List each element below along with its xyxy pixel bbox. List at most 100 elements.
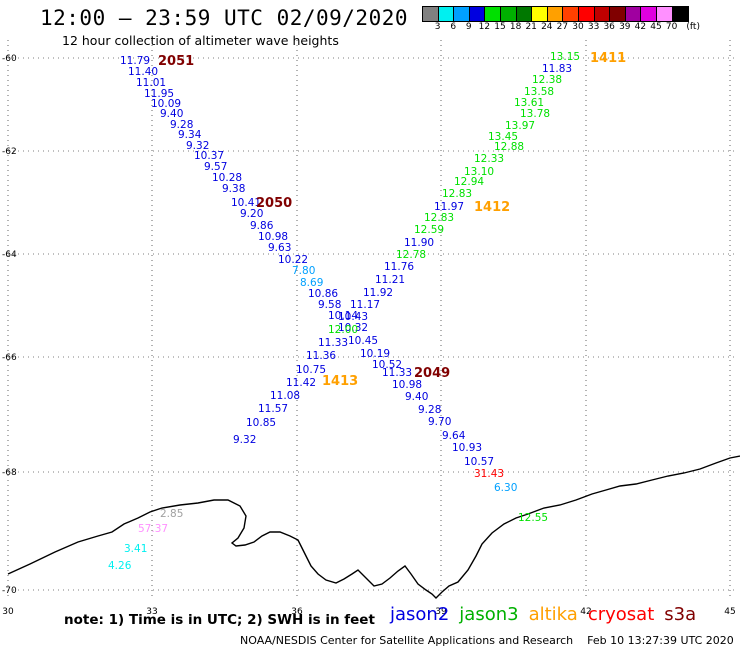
pass-label: 2051 xyxy=(158,54,194,69)
lon-tick-label: 39 xyxy=(435,607,447,617)
wave-height-color-legend xyxy=(422,6,690,22)
wave-height-value: 11.57 xyxy=(258,403,288,415)
legend-label: 12 xyxy=(478,22,491,32)
wave-height-value: 10.41 xyxy=(231,197,261,209)
wave-height-value: 31.43 xyxy=(474,468,504,480)
wave-height-value: 10.28 xyxy=(212,172,242,184)
legend-swatch xyxy=(469,7,486,21)
lat-tick-label: -62 xyxy=(2,147,17,157)
legend-label: 45 xyxy=(650,22,662,32)
wave-height-value: 9.58 xyxy=(318,299,341,311)
legend-label: 27 xyxy=(556,22,569,32)
wave-height-value: 11.95 xyxy=(144,88,174,100)
wave-height-value: 13.58 xyxy=(524,86,554,98)
observation-values: 11.7911.4011.0111.9510.099.409.289.349.3… xyxy=(108,51,580,572)
wave-height-value: 11.90 xyxy=(404,237,434,249)
footer-note: note: 1) Time is in UTC; 2) SWH is in fe… xyxy=(64,612,375,628)
wave-height-value: 13.78 xyxy=(520,108,550,120)
legend-label: 6 xyxy=(450,22,457,32)
wave-height-value: 11.33 xyxy=(382,367,412,379)
wave-height-value: 12.55 xyxy=(518,512,548,524)
wave-height-value: 6.30 xyxy=(494,482,517,494)
wave-height-value: 57.37 xyxy=(138,523,168,535)
pass-label: 1412 xyxy=(474,200,510,215)
wave-height-value: 9.34 xyxy=(178,129,202,141)
wave-height-value: 12.94 xyxy=(454,176,484,188)
wave-height-value: 12.38 xyxy=(532,74,562,86)
legend-label: 18 xyxy=(509,22,522,32)
wave-height-value: 9.28 xyxy=(170,119,193,131)
satellite-label: cryosat xyxy=(587,604,655,625)
legend-swatch xyxy=(485,7,501,21)
wave-height-value: 10.32 xyxy=(338,322,368,334)
satellite-key: jason2 jason3 altika cryosat s3a xyxy=(390,604,706,625)
legend-swatch xyxy=(672,7,689,21)
wave-height-value: 9.32 xyxy=(186,140,209,152)
wave-height-value: 10.14 xyxy=(328,310,358,322)
legend-swatch xyxy=(516,7,533,21)
legend-label: 15 xyxy=(494,22,506,32)
wave-height-value: 10.09 xyxy=(151,98,181,110)
lon-tick-label: 30 xyxy=(2,607,14,617)
legend-swatch xyxy=(656,7,673,21)
wave-height-value: 13.10 xyxy=(464,166,494,178)
lat-tick-label: -66 xyxy=(2,353,17,363)
wave-height-value: 9.32 xyxy=(233,434,256,446)
wave-height-value: 9.86 xyxy=(250,220,274,232)
wave-height-value: 9.70 xyxy=(428,416,451,428)
timestamp-text: Feb 10 13:27:39 UTC 2020 xyxy=(587,634,734,647)
legend-swatch xyxy=(423,7,439,21)
wave-height-value: 2.85 xyxy=(160,508,183,520)
legend-swatch xyxy=(547,7,564,21)
wave-height-value: 10.37 xyxy=(194,150,224,162)
pass-label: 1413 xyxy=(322,374,358,389)
legend-label: 21 xyxy=(525,22,537,32)
legend-swatch xyxy=(563,7,579,21)
satellite-label: s3a xyxy=(664,604,697,625)
wave-height-value: 3.41 xyxy=(124,543,147,555)
wave-height-value: 11.83 xyxy=(542,63,572,75)
wave-height-value: 10.57 xyxy=(464,456,494,468)
wave-height-value: 10.85 xyxy=(246,417,276,429)
legend-swatch xyxy=(641,7,657,21)
lat-tick-label: -68 xyxy=(2,468,17,478)
pass-label: 1411 xyxy=(590,51,626,66)
legend-label: 42 xyxy=(634,22,647,32)
wave-height-value: 12.78 xyxy=(396,249,426,261)
legend-swatch xyxy=(532,7,548,21)
wave-height-value: 7.80 xyxy=(292,265,315,277)
legend-label: 33 xyxy=(587,22,600,32)
wave-height-value: 11.76 xyxy=(384,261,414,273)
legend-swatch xyxy=(438,7,455,21)
wave-height-value: 11.79 xyxy=(120,55,150,67)
wave-height-value: 9.63 xyxy=(268,242,291,254)
wave-height-value: 10.52 xyxy=(372,359,402,371)
credit-text: NOAA/NESDIS Center for Satellite Applica… xyxy=(240,634,574,647)
legend-label: 30 xyxy=(572,22,584,32)
wave-height-value: 9.40 xyxy=(160,108,183,120)
legend-label: 24 xyxy=(541,22,553,32)
pass-label: 2050 xyxy=(256,196,292,211)
wave-height-value: 10.75 xyxy=(296,364,326,376)
wave-height-value: 12.33 xyxy=(474,153,504,165)
wave-height-value: 13.45 xyxy=(488,131,518,143)
wave-height-value: 9.28 xyxy=(418,404,441,416)
lon-tick-label: 45 xyxy=(724,607,735,617)
wave-height-value: 10.43 xyxy=(338,311,368,323)
wave-height-value: 9.40 xyxy=(405,391,428,403)
legend-label: (ft) xyxy=(686,22,700,32)
legend-label: 3 xyxy=(434,22,441,32)
wave-height-value: 10.86 xyxy=(308,288,338,300)
wave-height-value: 11.36 xyxy=(306,350,336,362)
wave-height-value: 10.98 xyxy=(258,231,288,243)
wave-height-value: 10.22 xyxy=(278,254,308,266)
legend-swatch xyxy=(500,7,517,21)
pass-label: 2049 xyxy=(414,366,450,381)
wave-height-value: 11.01 xyxy=(136,77,166,89)
wave-height-value: 9.57 xyxy=(204,161,227,173)
lat-tick-label: -60 xyxy=(2,54,17,64)
lon-tick-label: 33 xyxy=(146,607,157,617)
legend-swatch xyxy=(578,7,595,21)
map-subtitle: 12 hour collection of altimeter wave hei… xyxy=(62,33,339,48)
